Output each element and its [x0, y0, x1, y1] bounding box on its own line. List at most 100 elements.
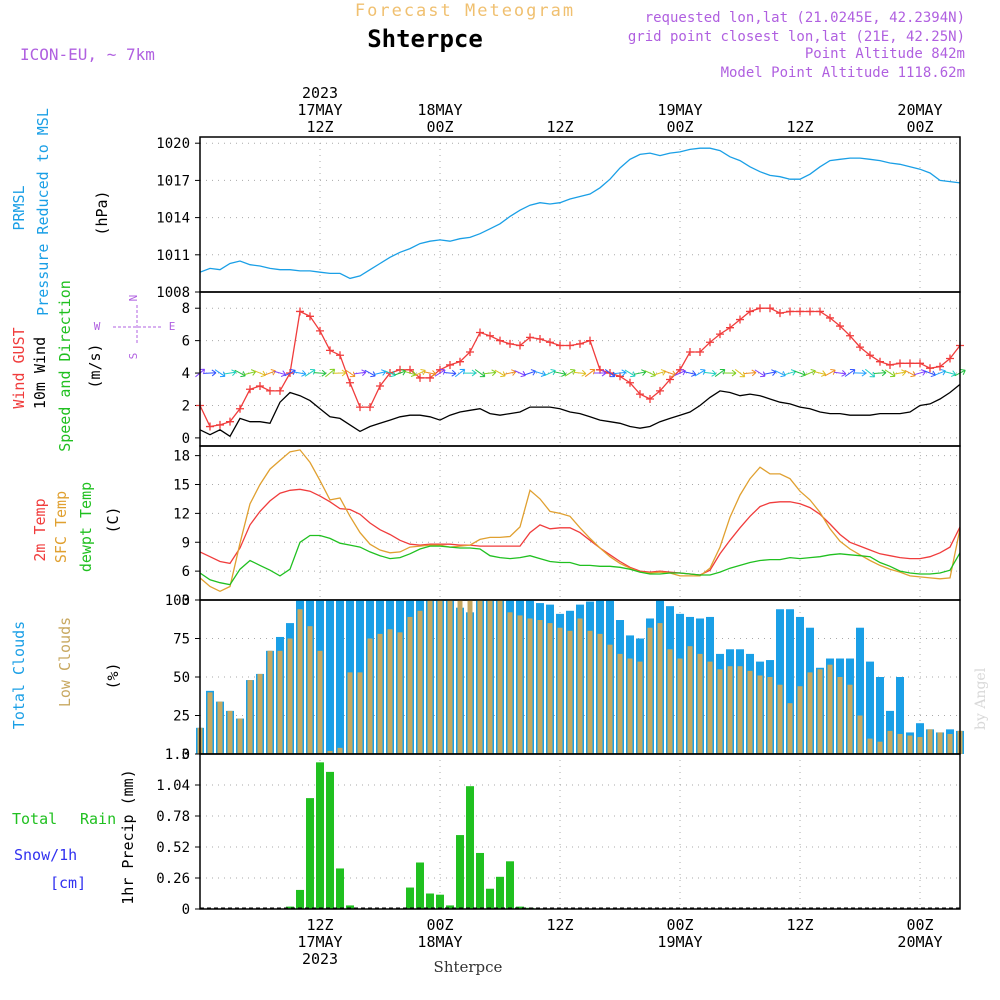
model-altitude: Model Point Altitude 1118.62m — [721, 65, 965, 81]
low-cloud-bar — [927, 729, 933, 754]
prmsl-desc-label: Pressure Reduced to MSL — [34, 108, 52, 316]
gust-marker — [656, 386, 664, 395]
rain-bar — [416, 862, 424, 909]
wind-direction-arrow — [654, 369, 667, 376]
gust-marker — [816, 307, 824, 316]
low-cloud-bar — [317, 650, 323, 754]
low-cloud-bar — [637, 661, 643, 754]
wind-direction-arrow — [374, 369, 387, 376]
gust-marker — [616, 372, 624, 381]
low-cloud-bar — [457, 600, 463, 754]
rain-label: Rain — [80, 810, 116, 828]
low-cloud-bar — [847, 684, 853, 754]
low-cloud-bar — [667, 649, 673, 754]
low-cloud-bar — [207, 692, 213, 754]
low-cloud-bar — [807, 672, 813, 754]
gust-marker — [376, 382, 384, 391]
rain-bar — [326, 771, 334, 909]
wind-direction-arrow — [544, 368, 556, 377]
low-cloud-bar — [857, 715, 863, 754]
wind-direction-arrow — [463, 369, 477, 377]
gust-marker — [356, 403, 364, 412]
wind-direction-arrow — [804, 369, 816, 376]
low-clouds-label: Low Clouds — [56, 617, 74, 707]
low-cloud-bar — [867, 738, 873, 754]
gust-marker — [446, 360, 454, 369]
top-time-label: 12Z — [786, 118, 813, 136]
low-cloud-bar — [747, 670, 753, 754]
wind-direction-arrow — [325, 368, 336, 378]
precip-labels: Total Rain Snow/1h [cm] 1hr Precip (mm) — [12, 769, 137, 904]
gust-marker — [856, 343, 864, 352]
low-cloud-bar — [577, 618, 583, 754]
bottom-time-label: 20MAY — [897, 933, 942, 951]
low-cloud-bar — [407, 616, 413, 754]
pressure-line — [199, 147, 961, 280]
station-name: Shterpce — [367, 25, 483, 53]
clouds-tick-label: 75 — [173, 632, 190, 648]
gust-marker — [206, 422, 214, 431]
low-cloud-bar — [797, 686, 803, 754]
low-cloud-bar — [787, 703, 793, 754]
low-cloud-bar — [507, 612, 513, 754]
wind-direction-arrow — [634, 369, 647, 376]
gust-marker — [256, 382, 264, 391]
pressure-labels: PRMSL Pressure Reduced to MSL (hPa) — [10, 108, 111, 316]
low-cloud-bar — [677, 658, 683, 754]
gust-marker — [706, 338, 714, 347]
rain-bar — [516, 906, 524, 909]
rain-bar — [476, 852, 484, 909]
wind-direction-arrow — [264, 369, 277, 376]
rain-bar — [346, 905, 354, 909]
pressure-frame — [199, 136, 961, 293]
wind-direction-arrow — [814, 370, 827, 377]
low-cloud-bar — [237, 718, 243, 754]
wind-direction-arrow — [894, 369, 907, 377]
bottom-time-label: 00Z — [666, 916, 693, 934]
wind-direction-arrow — [613, 369, 627, 377]
wind-direction-arrow — [604, 369, 616, 378]
total-cloud-bar — [796, 616, 804, 754]
low-cloud-bar — [877, 741, 883, 754]
gust-marker — [236, 404, 244, 413]
credit-label: by Angel — [973, 667, 989, 730]
low-cloud-bar — [297, 609, 303, 754]
temp-panel: 3 6 9 12 15 18 — [173, 445, 961, 609]
gust-marker — [876, 357, 884, 366]
bottom-time-label: 18MAY — [417, 933, 462, 951]
rain-bar — [486, 888, 494, 909]
low-cloud-bar — [387, 629, 393, 754]
low-cloud-bar — [687, 646, 693, 754]
gust-marker — [406, 365, 414, 374]
low-cloud-bar — [697, 653, 703, 754]
cloud-labels: Total Clouds Low Clouds (%) — [10, 617, 122, 729]
wind-frame — [199, 291, 961, 447]
wind-tick-label: 8 — [182, 301, 190, 317]
gust-marker — [626, 378, 634, 387]
bottom-time-label: 12Z — [306, 916, 333, 934]
temp-tick-label: 12 — [173, 506, 190, 522]
clouds-panel: 0 25 50 75 100 — [165, 593, 964, 763]
wind-direction-arrow — [584, 368, 596, 378]
rain-bar — [496, 876, 504, 909]
gust-marker — [836, 322, 844, 331]
wind-speed-line — [199, 383, 961, 438]
gust-marker — [266, 386, 274, 395]
total-cloud-bar — [866, 661, 874, 754]
gust-marker — [906, 359, 914, 368]
grid-coords: grid point closest lon,lat (21E, 42.25N) — [628, 29, 965, 45]
wind-direction-arrow — [333, 369, 347, 377]
gust-marker — [416, 373, 424, 382]
low-cloud-bar — [837, 677, 843, 754]
low-cloud-bar — [727, 666, 733, 754]
gust-marker — [806, 307, 814, 316]
low-cloud-bar — [567, 630, 573, 754]
gust-marker — [456, 357, 464, 366]
bottom-time-label: 19MAY — [657, 933, 702, 951]
bottom-time-label: 12Z — [546, 916, 573, 934]
low-cloud-bar — [227, 710, 233, 754]
wind-direction-arrow — [865, 368, 876, 378]
low-cloud-bar — [517, 615, 523, 754]
